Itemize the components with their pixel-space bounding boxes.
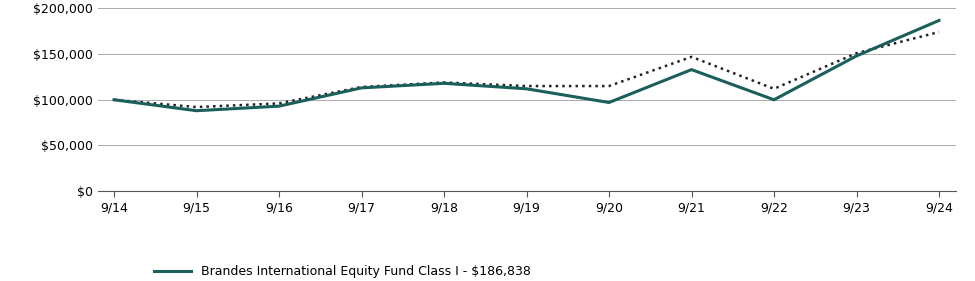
Legend: Brandes International Equity Fund Class I - $186,838, MSCI EAFE (Europe, Austral: Brandes International Equity Fund Class …: [149, 260, 601, 281]
